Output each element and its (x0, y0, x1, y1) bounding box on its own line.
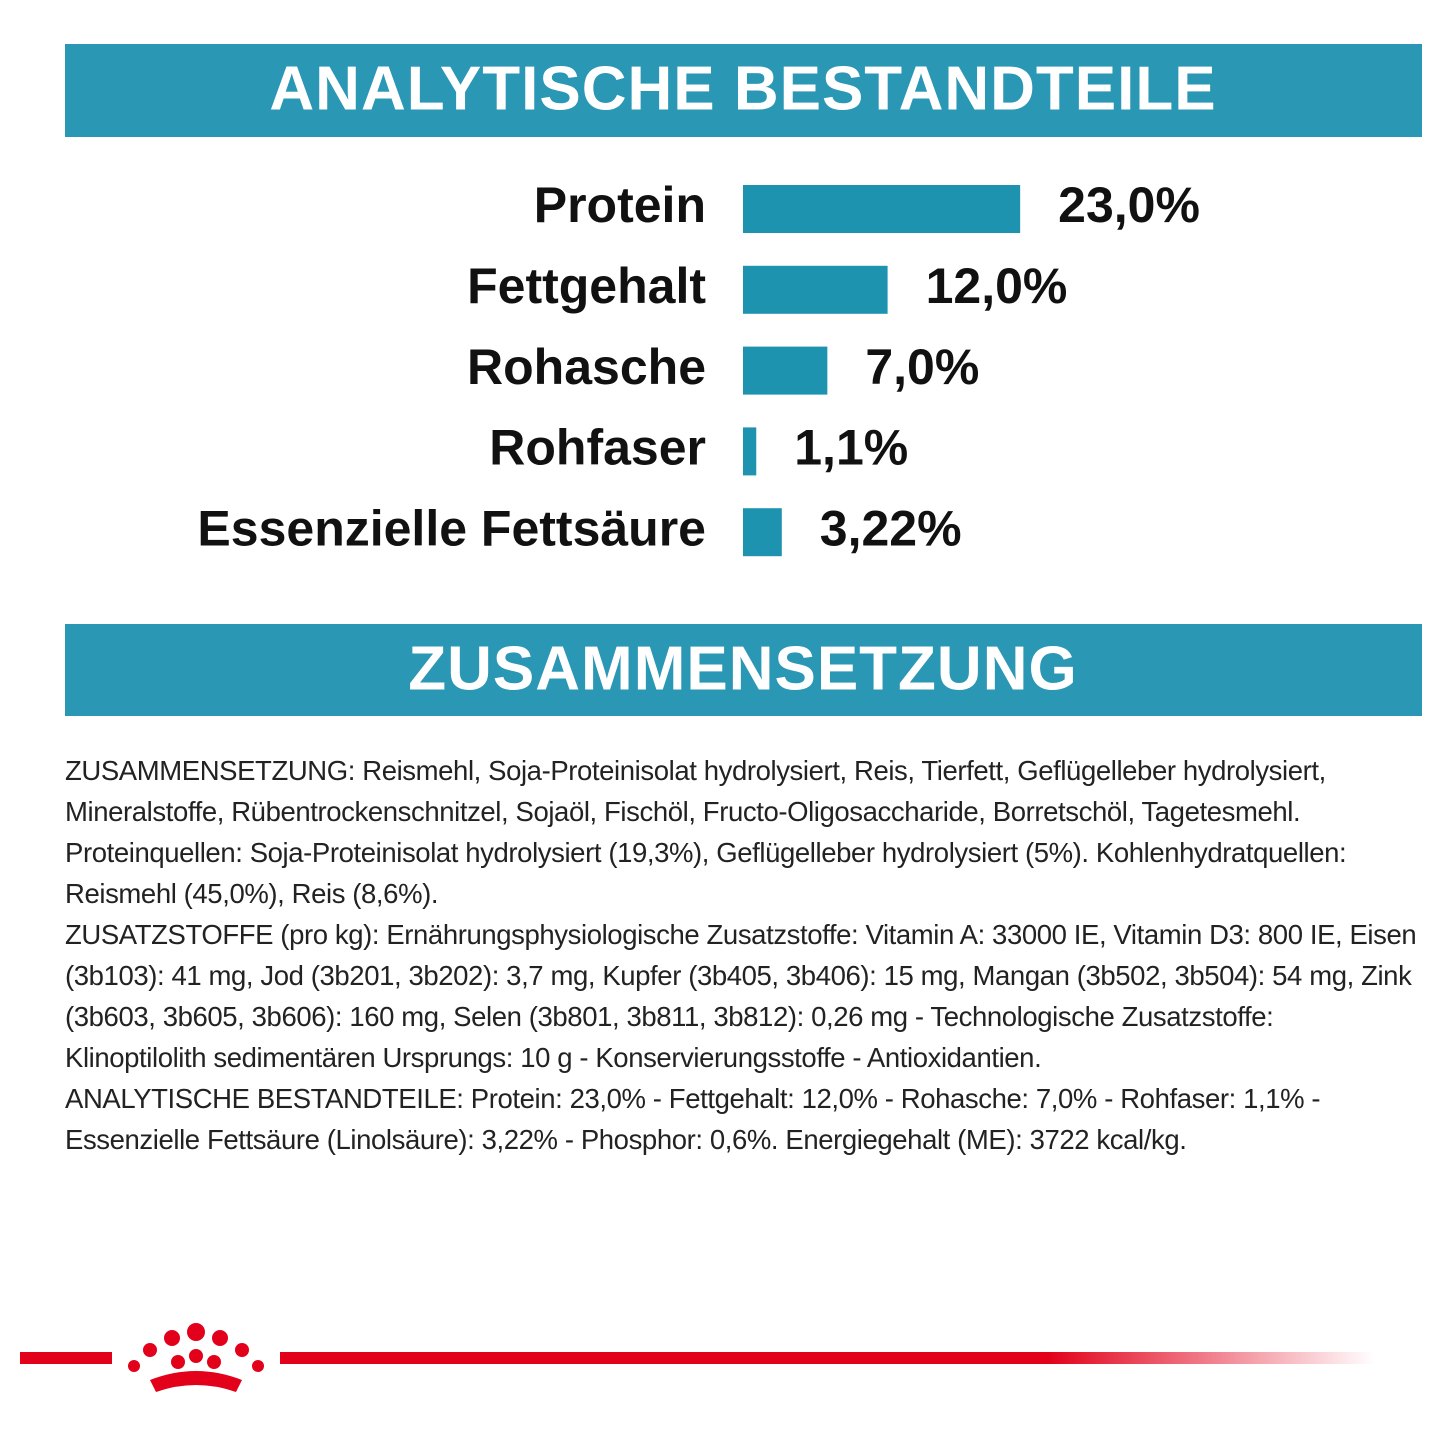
value-label: 1,1% (794, 420, 908, 476)
paragraph: ZUSATZSTOFFE (pro kg): Ernährungsphysiol… (65, 919, 1417, 1073)
composition-text: ZUSAMMENSETZUNG: Reismehl, Soja-Proteini… (65, 750, 1420, 1160)
banner (65, 44, 1422, 137)
value-label: 23,0% (1058, 177, 1200, 233)
category-label: Rohfaser (489, 420, 706, 476)
value-label: 12,0% (926, 258, 1068, 314)
brand-line (20, 1352, 112, 1364)
bar (743, 346, 828, 395)
value-label: 7,0% (865, 339, 979, 395)
logo (20, 1323, 1375, 1392)
category-label: Essenzielle Fettsäure (197, 500, 706, 556)
section-title: ZUSAMMENSETZUNG (408, 634, 1077, 703)
chart-title: ANALYTISCHE BESTANDTEILE (269, 54, 1216, 123)
category-label: Fettgehalt (467, 258, 706, 314)
category-label: Protein (534, 177, 706, 233)
bar (743, 185, 1021, 233)
paragraph: ZUSAMMENSETZUNG: Reismehl, Soja-Proteini… (65, 755, 1347, 909)
crown (128, 1323, 264, 1392)
chart: ANALYTISCHE BESTANDTEILE ZUSAMMENSETZUNG… (65, 44, 1422, 716)
brand-line (280, 1352, 1375, 1364)
category-label: Rohasche (467, 339, 706, 395)
paragraph: ANALYTISCHE BESTANDTEILE: Protein: 23,0%… (65, 1083, 1321, 1155)
bar (743, 427, 757, 476)
value-label: 3,22% (820, 500, 962, 556)
bar (743, 508, 782, 557)
banner (65, 624, 1422, 716)
bar (743, 265, 888, 314)
